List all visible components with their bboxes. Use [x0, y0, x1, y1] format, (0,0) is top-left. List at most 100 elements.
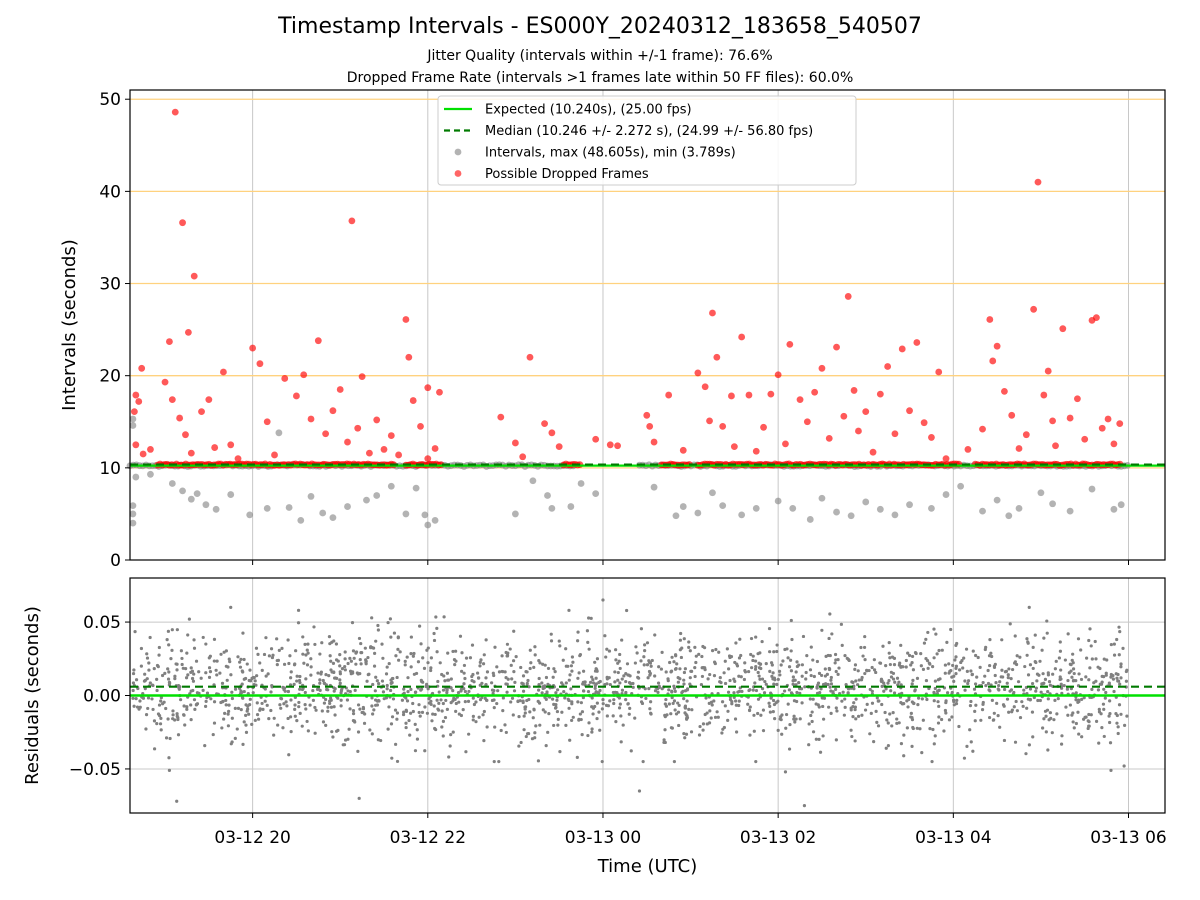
residual-point: [699, 683, 704, 687]
residual-point: [733, 717, 738, 721]
residual-point: [286, 638, 290, 642]
residual-point: [612, 701, 616, 706]
interval-point: [1037, 489, 1045, 497]
residual-point: [287, 661, 291, 666]
residual-point: [817, 671, 822, 676]
dropped-frame-point: [906, 407, 913, 415]
dropped-frame-point: [650, 438, 658, 446]
residual-point: [370, 646, 374, 650]
residual-point: [588, 680, 593, 684]
residual-point: [619, 740, 623, 744]
residual-point: [1022, 688, 1026, 692]
residual-point: [297, 678, 302, 683]
residual-point: [382, 697, 386, 701]
residual-point: [258, 707, 262, 711]
residual-point: [171, 709, 175, 713]
residual-point: [808, 697, 812, 701]
residual-point: [236, 655, 240, 659]
interval-point: [544, 492, 551, 499]
residual-point: [720, 731, 724, 735]
residual-point: [370, 704, 374, 708]
residual-point: [367, 672, 371, 676]
residual-point: [772, 650, 776, 654]
residual-point: [220, 681, 225, 685]
residual-point: [1046, 748, 1050, 752]
residual-point: [952, 674, 956, 678]
residual-point: [425, 648, 429, 652]
residual-point: [636, 670, 641, 674]
residual-point: [176, 716, 180, 720]
residual-point: [265, 703, 269, 707]
residual-point: [747, 708, 752, 712]
residual-point: [417, 710, 421, 715]
residual-point: [523, 705, 527, 709]
residual-point: [917, 696, 921, 700]
residual-point: [999, 675, 1003, 679]
residual-point: [230, 690, 234, 694]
residual-point: [377, 682, 381, 686]
residual-point: [889, 675, 894, 679]
residual-point: [521, 689, 526, 693]
residual-point: [1006, 676, 1010, 680]
residual-point: [440, 709, 444, 713]
residual-point: [1087, 724, 1091, 728]
residual-point: [394, 654, 398, 658]
residual-point: [264, 636, 268, 640]
residual-point: [1088, 666, 1092, 670]
residual-point: [580, 710, 585, 714]
residual-point: [1031, 735, 1035, 739]
residual-point: [895, 721, 899, 725]
residual-point: [338, 653, 342, 657]
residual-point: [983, 674, 987, 678]
dropped-frame-point: [614, 442, 621, 450]
residual-point: [980, 708, 985, 712]
residual-point: [175, 712, 179, 716]
residual-point: [863, 658, 867, 662]
residual-point: [1117, 653, 1121, 657]
residual-point: [1094, 657, 1098, 661]
residual-point: [945, 640, 949, 644]
residual-point: [490, 698, 495, 703]
residual-point: [242, 720, 246, 724]
residual-point: [1023, 664, 1027, 669]
residual-point: [437, 701, 441, 705]
residual-point: [285, 704, 289, 708]
residual-point: [700, 654, 704, 659]
residual-point: [1100, 726, 1104, 730]
dropped-frame-point: [679, 446, 687, 454]
residual-point: [973, 709, 977, 714]
residual-point: [792, 678, 796, 682]
residual-point: [282, 702, 286, 706]
interval-point: [363, 496, 370, 504]
dropped-frame-point: [366, 449, 373, 457]
residual-point: [280, 646, 284, 650]
residual-point: [911, 678, 915, 682]
dropped-frame-point: [171, 108, 179, 116]
residual-point: [854, 679, 858, 683]
residual-point: [603, 682, 607, 687]
residual-point: [856, 683, 860, 687]
residual-point: [966, 679, 971, 683]
residual-point: [396, 647, 400, 651]
residual-point: [829, 682, 834, 686]
residual-point: [734, 641, 738, 645]
residual-point: [441, 701, 445, 706]
residual-point: [1119, 712, 1123, 716]
residual-point: [521, 674, 526, 678]
residual-point: [857, 678, 861, 682]
residual-point: [737, 656, 742, 660]
residual-point: [167, 670, 171, 674]
residual-point: [1031, 645, 1035, 649]
interval-point: [529, 477, 537, 485]
residual-point: [1044, 714, 1048, 718]
residual-point: [748, 733, 752, 737]
residual-point: [846, 657, 850, 661]
residual-point: [442, 615, 446, 619]
residual-point: [910, 718, 915, 722]
residual-point: [467, 689, 471, 694]
residual-point: [448, 744, 452, 748]
residual-point: [889, 689, 893, 693]
residual-point: [250, 722, 254, 726]
residual-point: [303, 642, 307, 647]
residual-point: [147, 668, 151, 672]
